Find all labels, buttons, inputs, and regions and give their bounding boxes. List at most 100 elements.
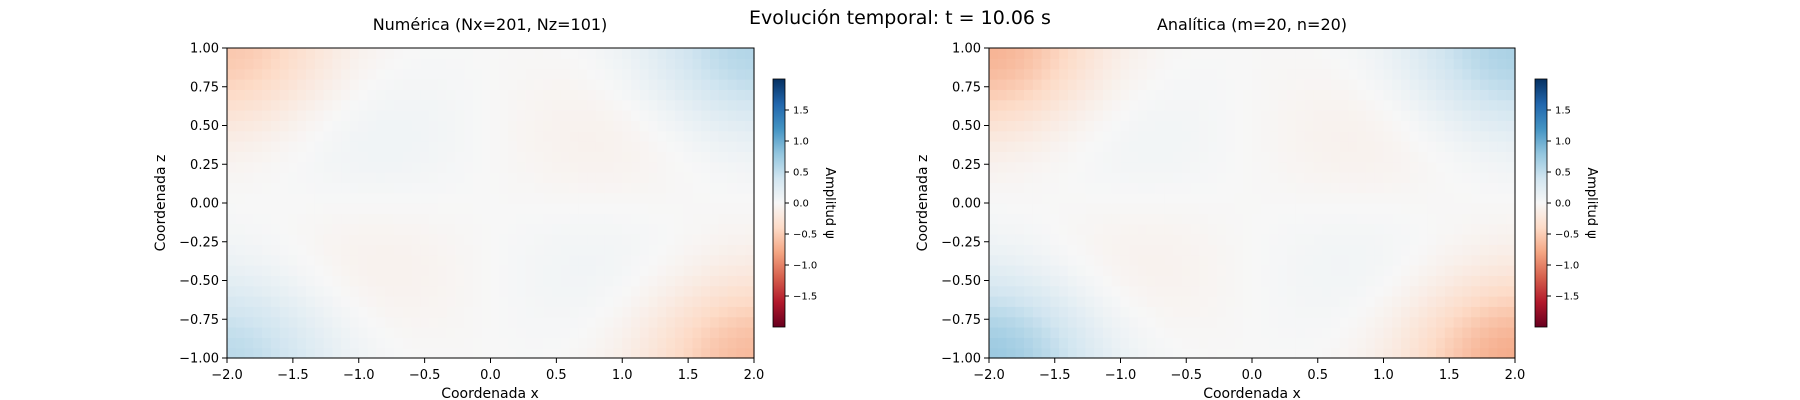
heatmap-cell <box>499 151 509 163</box>
heatmap-cell <box>1260 275 1271 287</box>
heatmap-cell <box>1462 79 1472 90</box>
heatmap-cell <box>1339 99 1350 111</box>
heatmap-cell <box>1111 213 1122 225</box>
heatmap-cell <box>1111 296 1122 307</box>
heatmap-cell <box>710 347 720 359</box>
heatmap-cell <box>657 58 667 70</box>
heatmap-cell <box>639 58 650 70</box>
heatmap-cell <box>1024 296 1034 307</box>
heatmap-cell <box>1216 48 1227 59</box>
heatmap-cell <box>1374 223 1385 235</box>
heatmap-cell <box>1365 347 1376 359</box>
heatmap-cell <box>1427 327 1437 338</box>
heatmap-cell <box>376 265 386 276</box>
heatmap-cell <box>1374 192 1385 204</box>
heatmap-cell <box>385 110 395 121</box>
heatmap-cell <box>534 58 544 70</box>
heatmap-cell <box>1094 151 1104 163</box>
heatmap-cell <box>1216 265 1227 276</box>
heatmap-cell <box>666 234 676 245</box>
heatmap-cell <box>472 265 483 276</box>
heatmap-cell <box>1436 120 1446 132</box>
heatmap-cell <box>1287 172 1297 183</box>
heatmap-cell <box>1190 99 1200 111</box>
heatmap-cell <box>1322 89 1332 101</box>
heatmap-cell <box>657 337 667 349</box>
heatmap-cell <box>683 130 694 142</box>
heatmap-cell <box>1479 192 1490 204</box>
heatmap-cell <box>1155 68 1165 80</box>
heatmap-cell <box>1076 192 1087 204</box>
heatmap-cell <box>1418 192 1428 204</box>
heatmap-cell <box>613 161 623 173</box>
heatmap-cell <box>227 58 237 70</box>
y-axis-ticks: 1.000.750.500.250.00−0.25−0.50−0.75−1.00 <box>941 42 989 367</box>
heatmap-cell <box>332 182 342 194</box>
heatmap-cell <box>332 58 342 70</box>
heatmap-cell <box>736 99 746 111</box>
heatmap-cell <box>648 316 658 328</box>
heatmap-cell <box>1225 347 1236 359</box>
heatmap-cell <box>349 213 360 225</box>
heatmap-cell <box>402 265 413 276</box>
heatmap-cell <box>745 213 755 225</box>
heatmap-cell <box>1392 213 1402 225</box>
heatmap-cell <box>1383 265 1393 276</box>
heatmap-cell <box>1208 234 1218 245</box>
heatmap-cell <box>437 161 448 173</box>
heatmap-cell <box>464 234 474 245</box>
heatmap-cell <box>420 172 430 183</box>
heatmap-cell <box>1401 223 1411 235</box>
heatmap-cell <box>253 223 263 235</box>
heatmap-cell <box>490 141 500 152</box>
heatmap-cell <box>525 265 536 276</box>
heatmap-cell <box>490 327 500 338</box>
heatmap-cell <box>490 110 500 121</box>
heatmap-cell <box>1269 316 1279 328</box>
heatmap-cell <box>525 213 536 225</box>
heatmap-cell <box>1269 120 1279 132</box>
heatmap-cell <box>1471 316 1481 328</box>
heatmap-cell <box>560 161 571 173</box>
heatmap-cell <box>1330 110 1341 121</box>
heatmap-cell <box>472 275 483 287</box>
heatmap-cell <box>701 99 711 111</box>
heatmap-cell <box>1181 275 1192 287</box>
heatmap-cell <box>227 316 237 328</box>
heatmap-cell <box>595 161 606 173</box>
heatmap-cell <box>323 172 333 183</box>
heatmap-cell <box>534 99 544 111</box>
heatmap-cell <box>534 192 544 204</box>
heatmap-cell <box>1304 223 1314 235</box>
heatmap-cell <box>1295 254 1306 266</box>
heatmap-cell <box>1453 172 1463 183</box>
heatmap-cell <box>227 141 237 152</box>
heatmap-cell <box>262 234 272 245</box>
heatmap-cell <box>1138 182 1148 194</box>
heatmap-cell <box>710 182 720 194</box>
heatmap-cell <box>1427 244 1437 256</box>
heatmap-cell <box>578 306 588 318</box>
heatmap-cell <box>587 306 597 318</box>
heatmap-cell <box>1032 337 1043 349</box>
heatmap-cell <box>262 89 272 101</box>
heatmap-cell <box>1357 130 1367 142</box>
heatmap-cell <box>446 192 456 204</box>
heatmap-cell <box>1488 265 1499 276</box>
heatmap-cell <box>1357 316 1367 328</box>
heatmap-cell <box>1076 182 1087 194</box>
heatmap-cell <box>1129 275 1139 287</box>
heatmap-cell <box>1225 58 1236 70</box>
heatmap-cell <box>1129 68 1139 80</box>
heatmap-cell <box>1322 99 1332 111</box>
heatmap-cell <box>481 254 492 266</box>
heatmap-cell <box>1199 130 1209 142</box>
heatmap-cell <box>1462 151 1472 163</box>
heatmap-cell <box>306 327 316 338</box>
heatmap-cell <box>1488 151 1499 163</box>
heatmap-cell <box>1383 347 1393 359</box>
heatmap-cell <box>692 244 702 256</box>
heatmap-cell <box>508 172 518 183</box>
heatmap-cell <box>1278 130 1288 142</box>
heatmap-cell <box>648 275 658 287</box>
